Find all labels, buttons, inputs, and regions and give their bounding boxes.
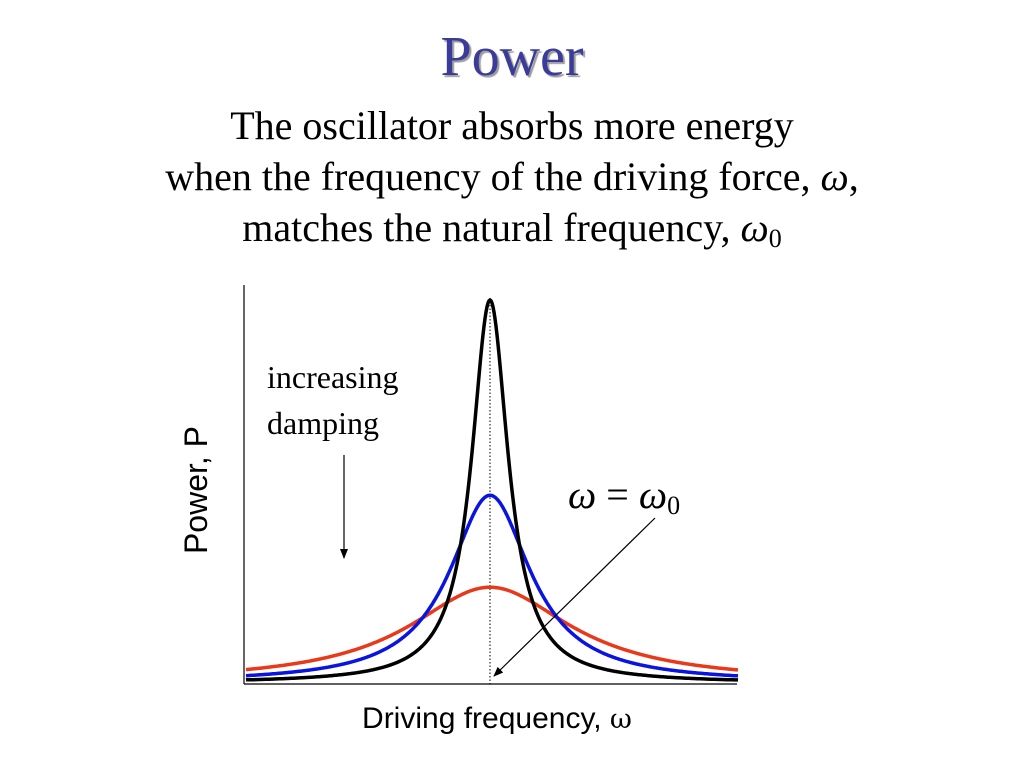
curves-group: [245, 297, 739, 682]
subtitle-line-3-text: matches the natural frequency,: [242, 205, 741, 250]
slide-subtitle: The oscillator absorbs more energy when …: [0, 100, 1024, 253]
x-axis-label: Driving frequency, ω: [362, 702, 632, 735]
x-axis-label-text: Driving frequency,: [362, 702, 610, 735]
omega-zero-subscript: 0: [768, 224, 782, 253]
omega-zero-symbol: ω: [740, 205, 769, 250]
omega-symbol: ω: [820, 154, 849, 199]
resonance-lhs: ω: [568, 472, 596, 517]
damping-label-line-1: increasing: [267, 359, 399, 395]
subtitle-line-2-end: ,: [848, 154, 859, 199]
resonance-curve-medium-damping: [245, 493, 739, 678]
resonance-curve-low-damping: [245, 297, 739, 682]
resonance-eq: =: [596, 472, 639, 517]
subtitle-line-1: The oscillator absorbs more energy: [230, 103, 794, 148]
damping-label-line-2: damping: [267, 405, 379, 441]
resonance-curve-high-damping: [245, 585, 739, 672]
subtitle-line-3: matches the natural frequency, ω0: [0, 202, 1024, 253]
y-axis-label: Power, P: [178, 426, 214, 554]
resonance-rhs: ω: [639, 472, 667, 517]
resonance-arrow: [493, 517, 656, 677]
subtitle-line-2: when the frequency of the driving force,…: [0, 151, 1024, 202]
slide-title: Power: [440, 26, 584, 88]
subtitle-line-2-text: when the frequency of the driving force,: [165, 154, 821, 199]
resonance-label: ω = ω0: [568, 472, 680, 520]
resonance-sub: 0: [667, 491, 680, 520]
x-axis-omega-symbol: ω: [610, 704, 632, 735]
